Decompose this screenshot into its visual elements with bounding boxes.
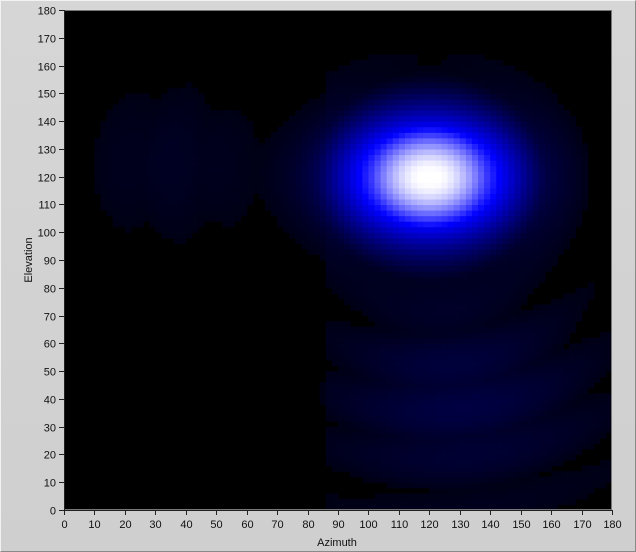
y-tick-label: 60 (44, 339, 56, 351)
x-tick-label: 50 (210, 519, 222, 531)
x-tick-label: 120 (420, 519, 438, 531)
x-tick-label: 40 (180, 519, 192, 531)
x-axis-ticks: 0 10 20 30 40 50 60 70 80 90 100 110 120 130 140 150 160… (61, 510, 621, 531)
y-tick-label: 180 (38, 6, 56, 18)
x-tick-label: 100 (359, 519, 377, 531)
y-tick-label: 80 (44, 284, 56, 296)
y-tick-label: 120 (38, 173, 56, 185)
x-tick-label: 0 (61, 519, 67, 531)
x-tick-label: 140 (481, 519, 499, 531)
x-tick-label: 90 (332, 519, 344, 531)
y-tick-label: 70 (44, 312, 56, 324)
y-tick-label: 20 (44, 450, 56, 462)
y-tick-label: 160 (38, 62, 56, 74)
y-tick-label: 130 (38, 145, 56, 157)
x-tick-label: 70 (271, 519, 283, 531)
x-tick-label: 60 (241, 519, 253, 531)
y-tick-label: 10 (44, 478, 56, 490)
x-tick-label: 20 (119, 519, 131, 531)
y-tick-label: 90 (44, 256, 56, 268)
y-tick-label: 0 (50, 506, 56, 518)
x-tick-label: 130 (451, 519, 469, 531)
x-tick-label: 80 (302, 519, 314, 531)
y-tick-label: 50 (44, 367, 56, 379)
plot-border (65, 11, 612, 510)
x-tick-label: 110 (391, 519, 409, 531)
y-tick-label: 140 (38, 117, 56, 129)
x-tick-label: 170 (573, 519, 591, 531)
x-tick-label: 150 (512, 519, 530, 531)
y-tick-label: 150 (38, 89, 56, 101)
y-tick-label: 100 (38, 228, 56, 240)
x-tick-label: 180 (603, 519, 621, 531)
x-axis-label: Azimuth (317, 537, 357, 549)
y-tick-label: 170 (38, 34, 56, 46)
y-tick-label: 40 (44, 395, 56, 407)
y-axis-ticks: 0 10 20 30 40 50 60 70 80 90 100 110 120 130 140 150 160… (38, 6, 64, 518)
y-tick-label: 110 (38, 200, 56, 212)
y-axis-label: Elevation (23, 237, 35, 282)
y-tick-label: 30 (44, 423, 56, 435)
x-tick-label: 10 (88, 519, 100, 531)
x-tick-label: 160 (542, 519, 560, 531)
x-tick-label: 30 (149, 519, 161, 531)
